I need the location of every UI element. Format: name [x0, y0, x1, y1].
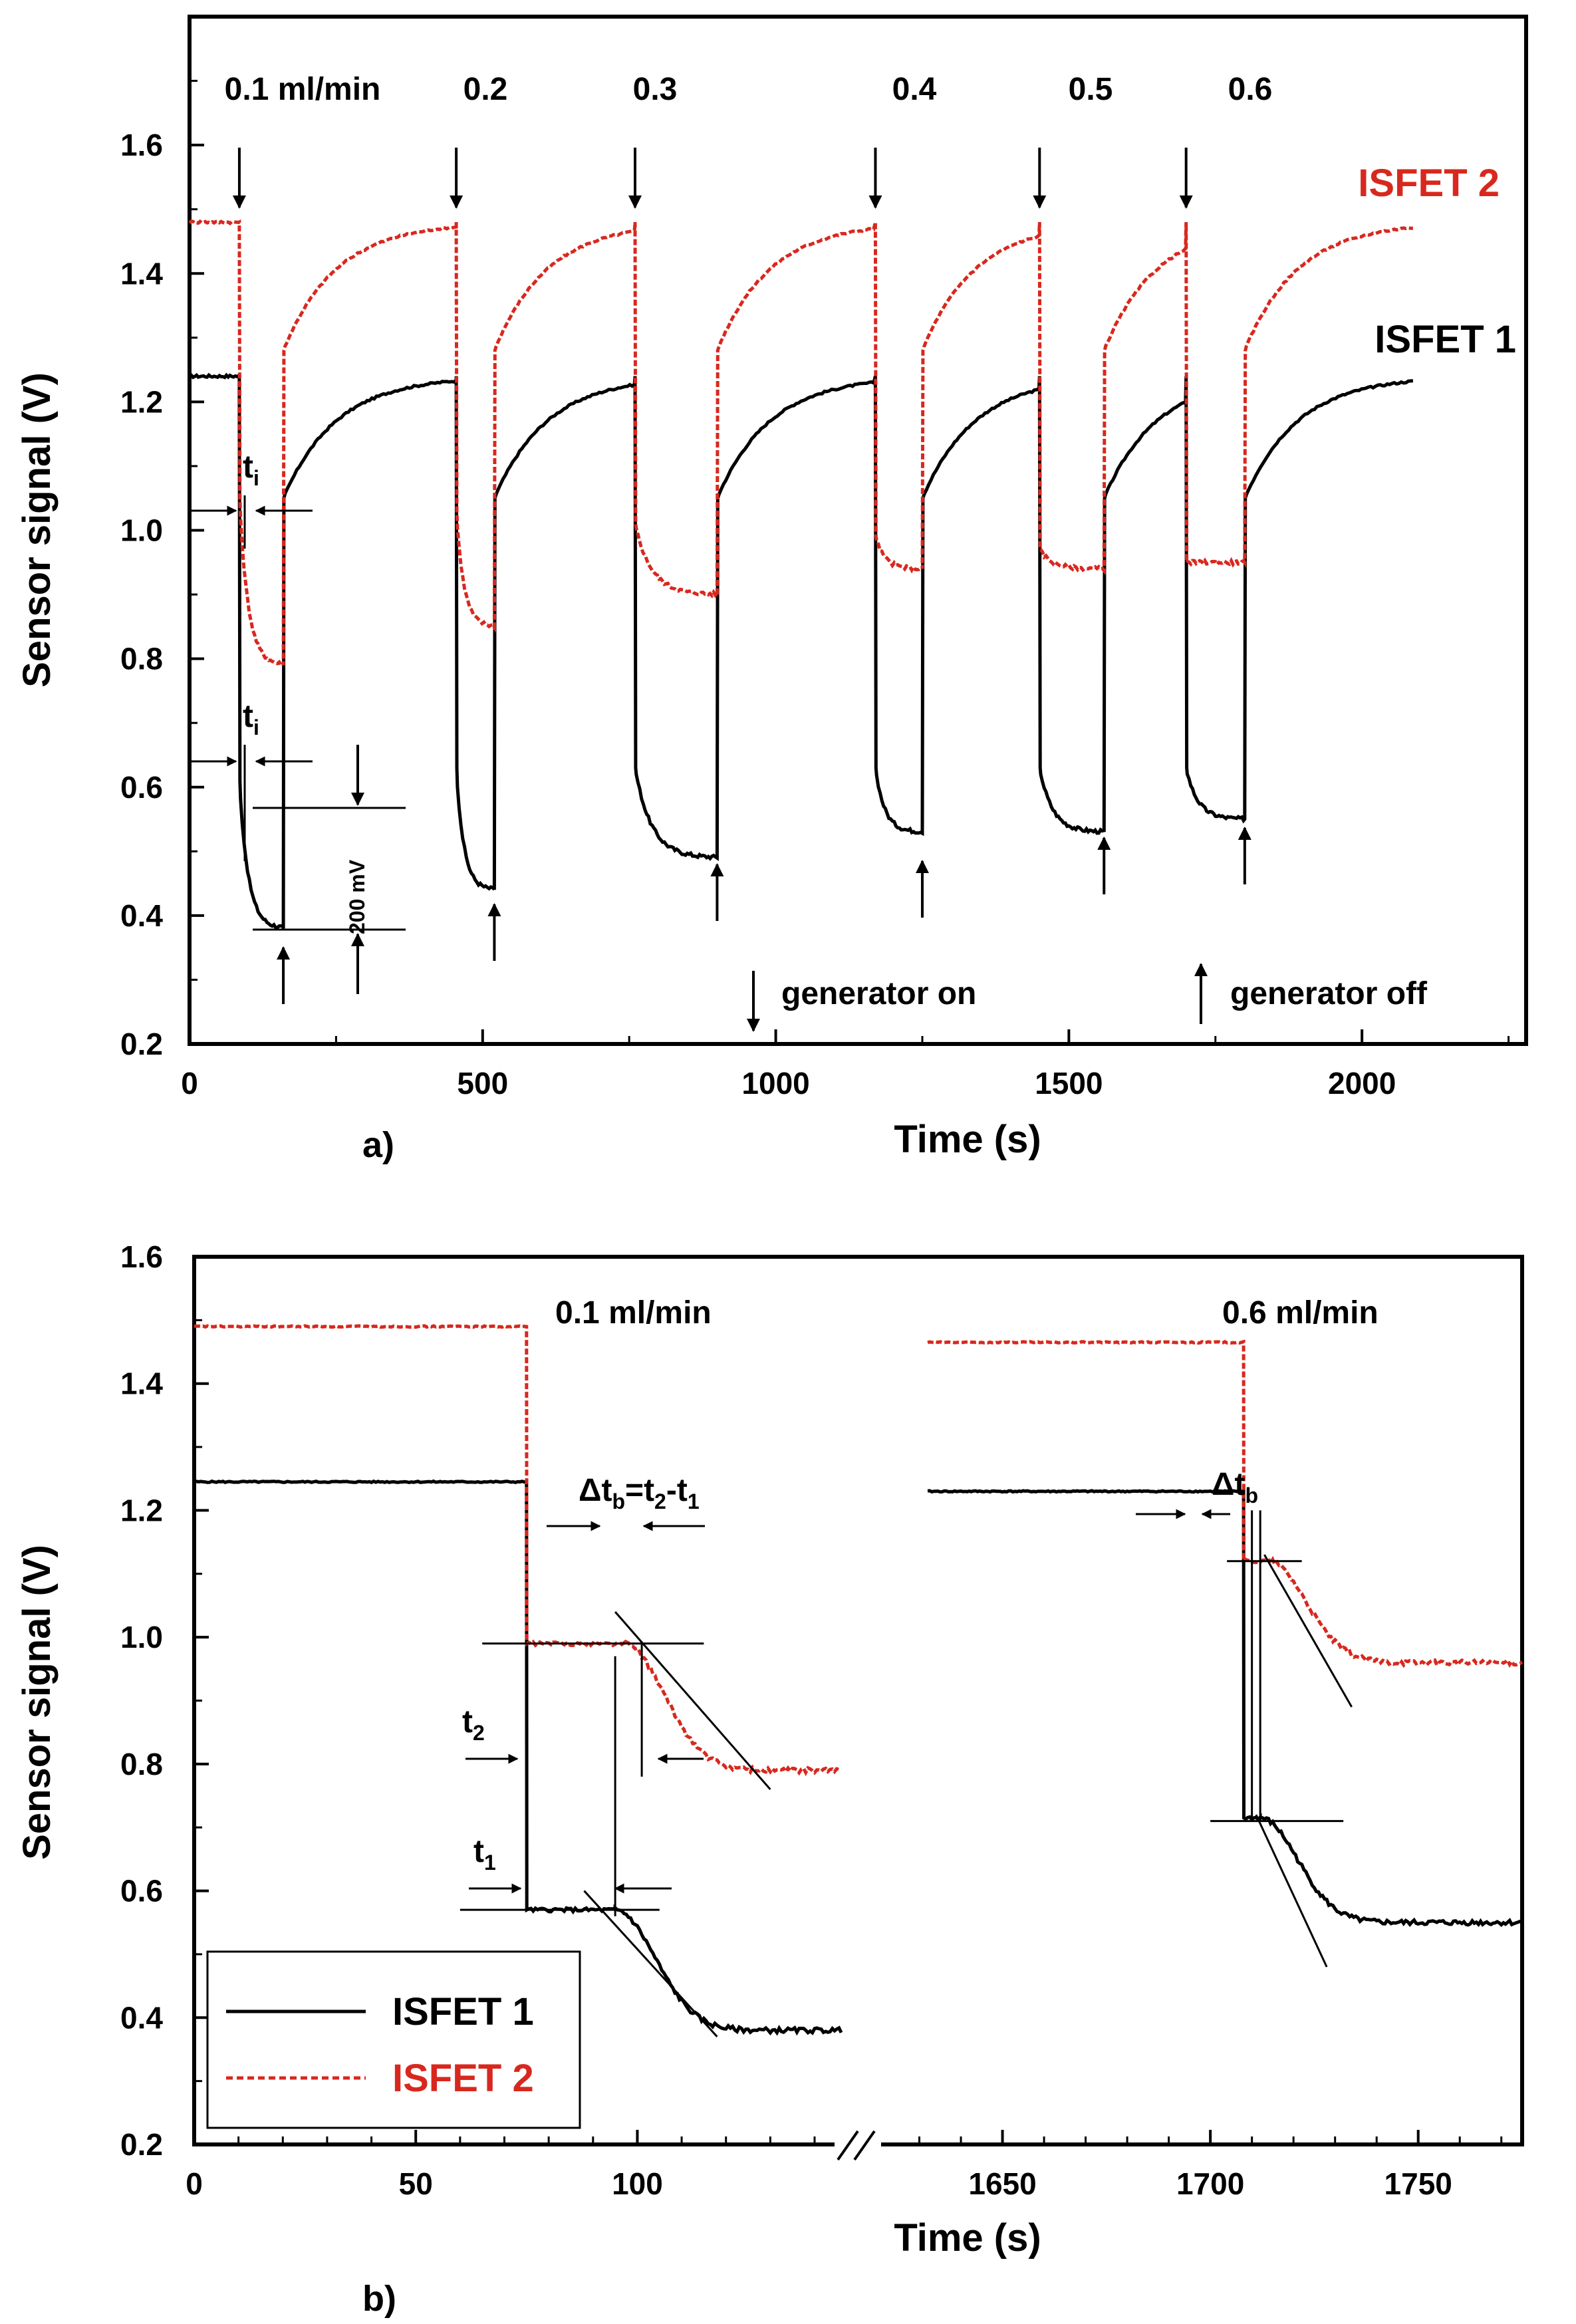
flow-label-b-1: 0.1 ml/min	[555, 1295, 712, 1331]
svg-text:Δtb: Δtb	[1212, 1467, 1258, 1507]
x-tick-label: 50	[399, 2166, 433, 2201]
y-tick-label: 0.2	[120, 1027, 163, 1061]
construction-line	[1255, 1814, 1328, 1968]
panel-b-x-axis-title: Time (s)	[894, 2216, 1041, 2259]
svg-text:ti: ti	[243, 450, 259, 490]
flow-label: 0.6	[1228, 72, 1273, 107]
x-tick-label: 1500	[1035, 1066, 1103, 1100]
ti-annotation-lower: ti	[190, 699, 313, 861]
y-tick-label: 1.6	[120, 128, 163, 162]
panel-b-series	[194, 1324, 1523, 2037]
scale-bar-200mv: 200 mV	[253, 745, 406, 994]
y-tick-label: 0.6	[120, 1874, 163, 1908]
x-tick-label: 500	[457, 1066, 508, 1100]
flow-label: 0.3	[633, 72, 678, 107]
legend-label-isfet2-a: ISFET 2	[1358, 162, 1500, 205]
y-tick-label: 1.2	[120, 384, 163, 419]
x-tick-label: 1700	[1176, 2166, 1244, 2201]
y-tick-label: 0.8	[120, 642, 163, 676]
panel-a-frame	[188, 15, 1528, 1046]
x-tick-label: 1650	[968, 2166, 1036, 2201]
panel-b-y-axis-title: Sensor signal (V)	[15, 1545, 59, 1860]
panel-b: 0.2 0.4 0.6 0.8 1.0 1.2 1.4 1.6 0 50 100 1650 1700 1…	[15, 1239, 1524, 2319]
svg-text:200 mV: 200 mV	[345, 859, 369, 934]
y-tick-label: 1.4	[120, 1366, 163, 1401]
legend-label-isfet1-a: ISFET 1	[1375, 318, 1516, 361]
flow-label-b-2: 0.6 ml/min	[1222, 1295, 1379, 1331]
panel-a-label: a)	[362, 1125, 394, 1165]
flow-label: 0.4	[892, 72, 937, 107]
panel-a-generator-arrows	[232, 148, 1251, 1004]
panel-a-y-ticks: 0.2 0.4 0.6 0.8 1.0 1.2 1.4 1.6	[120, 80, 204, 1061]
construction-line	[1263, 1554, 1353, 1708]
panel-a-flow-labels: 0.1 ml/min 0.2 0.3 0.4 0.5 0.6	[225, 72, 1273, 107]
svg-text:Δtb=t2-t1: Δtb=t2-t1	[579, 1473, 700, 1513]
t1-annotation: t1	[469, 1834, 672, 1894]
svg-text:t2: t2	[462, 1704, 485, 1745]
construction-line	[614, 1611, 771, 1790]
delta-tb-annotation-1: Δtb=t2-t1	[547, 1473, 705, 1531]
x-tick-label: 100	[612, 2166, 663, 2201]
construction-line	[583, 1890, 718, 2037]
isfet1-line-a	[189, 372, 1414, 930]
legend-label-isfet2: ISFET 2	[392, 2057, 534, 2100]
isfet1-line-b	[194, 1479, 843, 2036]
y-tick-label: 1.2	[120, 1493, 163, 1527]
isfet2-line-b	[194, 1324, 842, 1777]
y-tick-label: 0.4	[120, 898, 163, 933]
panel-a-y-axis-title: Sensor signal (V)	[15, 372, 59, 688]
y-tick-label: 1.0	[120, 1620, 163, 1654]
y-tick-label: 1.0	[120, 513, 163, 548]
panel-a: 0.2 0.4 0.6 0.8 1.0 1.2 1.4 1.6 0 500 1000 1500 200…	[15, 15, 1528, 1165]
x-tick-label: 0	[186, 2166, 203, 2201]
svg-text:t1: t1	[473, 1834, 496, 1874]
legend-box: ISFET 1 ISFET 2	[206, 1950, 581, 2129]
x-tick-label: 1750	[1384, 2166, 1452, 2201]
panel-a-series	[188, 219, 1414, 930]
delta-tb-annotation-2: Δtb	[1136, 1467, 1258, 1519]
isfet2-line-a	[188, 219, 1413, 668]
x-tick-label: 1000	[741, 1066, 809, 1100]
x-tick-label: 2000	[1328, 1066, 1396, 1100]
panel-b-y-ticks: 0.2 0.4 0.6 0.8 1.0 1.2 1.4 1.6	[120, 1239, 209, 2162]
panel-b-x-ticks: 0 50 100 1650 1700 1750	[186, 2130, 1503, 2201]
panel-a-x-ticks: 0 500 1000 1500 2000	[181, 1029, 1510, 1100]
t2-annotation: t2	[462, 1704, 704, 1764]
svg-text:ti: ti	[243, 699, 259, 739]
flow-label: 0.5	[1069, 72, 1113, 107]
y-tick-label: 1.6	[120, 1239, 163, 1274]
generator-on-label: generator on	[781, 976, 976, 1011]
flow-label: 0.1 ml/min	[225, 72, 381, 107]
y-tick-label: 0.6	[120, 770, 163, 805]
isfet1-line-b	[927, 1489, 1523, 1928]
y-tick-label: 0.2	[120, 2127, 163, 2162]
isfet2-line-b	[927, 1339, 1523, 1668]
panel-b-label: b)	[362, 2279, 396, 2319]
x-tick-label: 0	[181, 1066, 198, 1100]
y-tick-label: 1.4	[120, 256, 163, 291]
axis-break-mark	[837, 2130, 859, 2161]
axis-break-mark	[853, 2130, 876, 2161]
y-tick-label: 0.8	[120, 1747, 163, 1781]
legend-label-isfet1: ISFET 1	[392, 1990, 534, 2033]
flow-label: 0.2	[463, 72, 508, 107]
generator-off-label: generator off	[1230, 976, 1428, 1011]
y-tick-label: 0.4	[120, 2000, 163, 2035]
panel-a-x-axis-title: Time (s)	[894, 1118, 1041, 1161]
ti-annotation-upper: ti	[190, 450, 313, 549]
